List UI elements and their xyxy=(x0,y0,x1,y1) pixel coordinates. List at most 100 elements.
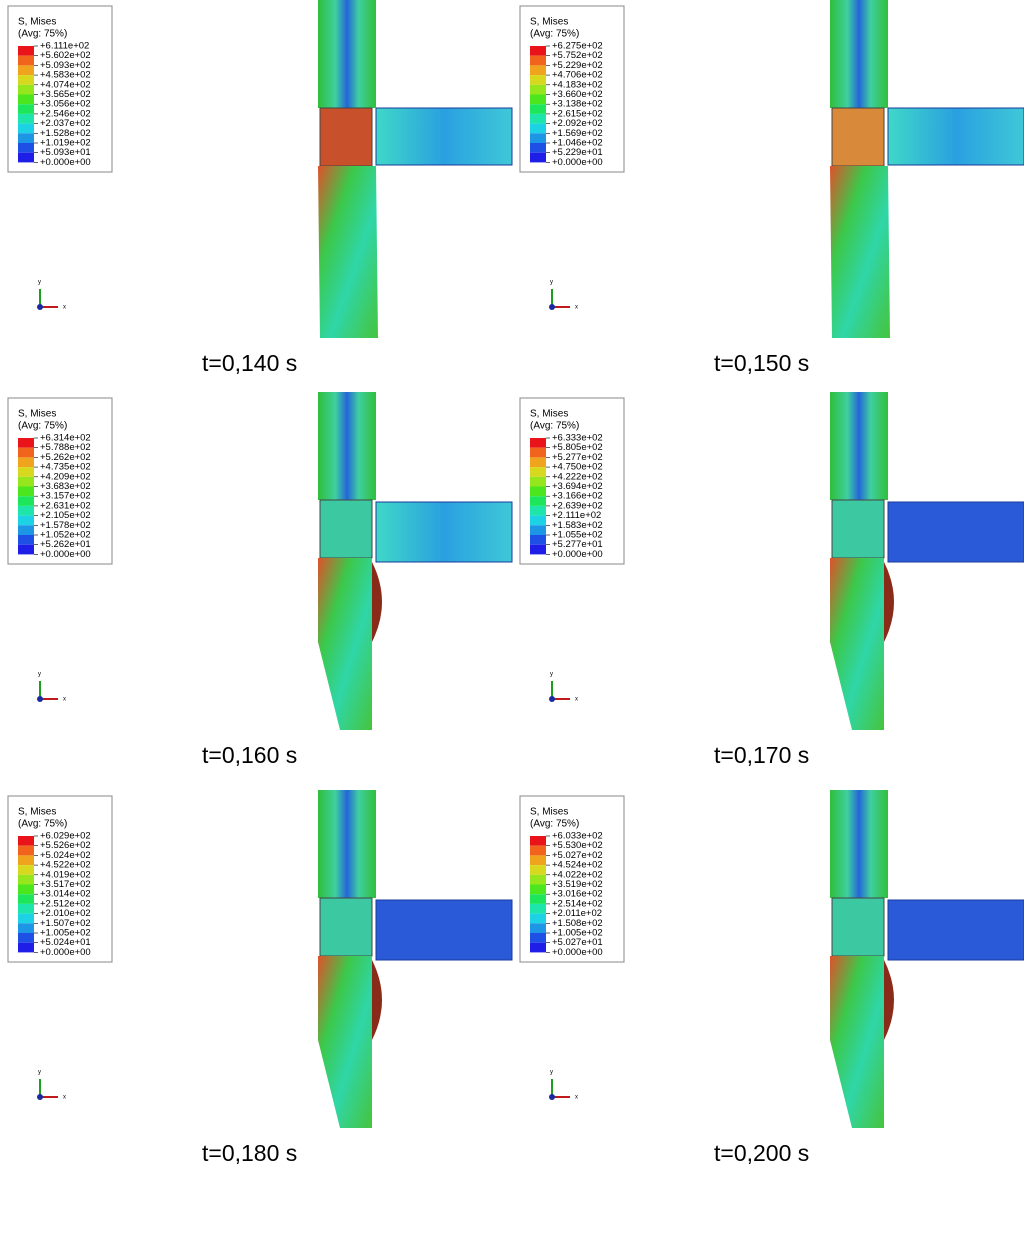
legend-band xyxy=(530,884,546,895)
legend-label: +2.092e+02 xyxy=(552,118,603,129)
column-lower xyxy=(318,956,372,1128)
legend-label: +4.222e+02 xyxy=(552,471,603,482)
panel: S, Mises(Avg: 75%)+6.314e+02+5.788e+02+5… xyxy=(7,392,513,768)
legend-band xyxy=(18,65,34,76)
origin xyxy=(549,696,555,702)
legend-label: +4.706e+02 xyxy=(552,70,603,81)
column-upper xyxy=(318,790,376,898)
legend: S, Mises(Avg: 75%)+6.314e+02+5.788e+02+5… xyxy=(7,397,113,565)
axis-label-x: x xyxy=(63,697,66,703)
column-upper xyxy=(318,392,376,500)
axis-label-x: x xyxy=(575,305,578,311)
legend-label: +2.105e+02 xyxy=(40,510,91,521)
time-label: t=0,140 s xyxy=(202,350,297,376)
legend-title: S, Mises xyxy=(530,807,568,818)
legend-label: +2.111e+02 xyxy=(552,510,601,521)
origin xyxy=(549,304,555,310)
structure xyxy=(830,392,1024,730)
legend-label: +2.639e+02 xyxy=(552,500,603,511)
legend-label: +4.524e+02 xyxy=(552,860,603,871)
legend-band xyxy=(530,104,546,114)
legend-label: +1.583e+02 xyxy=(552,520,603,531)
legend-band xyxy=(18,515,34,526)
legend-label: +4.583e+02 xyxy=(40,70,91,81)
legend-band xyxy=(530,123,546,134)
legend-band xyxy=(530,535,546,545)
axis-label-x: x xyxy=(575,697,578,703)
origin xyxy=(37,1094,43,1100)
axis-label-x: x xyxy=(63,305,66,311)
legend-band xyxy=(530,525,546,535)
legend-band xyxy=(530,942,546,953)
legend-band xyxy=(18,104,34,114)
legend-band xyxy=(530,55,546,66)
structure xyxy=(318,790,513,1128)
legend: S, Mises(Avg: 75%)+6.029e+02+5.526e+02+5… xyxy=(7,795,113,963)
legend-label: +5.752e+02 xyxy=(552,50,603,61)
legend-band xyxy=(530,476,546,487)
legend-label: +3.519e+02 xyxy=(552,879,603,890)
legend-label: +3.166e+02 xyxy=(552,491,603,502)
axis-triad: yx xyxy=(549,1070,578,1101)
beam xyxy=(375,107,513,166)
legend-label: +5.277e+02 xyxy=(552,452,603,463)
beam xyxy=(887,899,1024,961)
buckle xyxy=(884,562,894,642)
legend-label: +0.000e+00 xyxy=(552,947,603,958)
legend-label: +2.512e+02 xyxy=(40,898,91,909)
legend-band xyxy=(18,476,34,487)
legend-title: S, Mises xyxy=(18,17,56,28)
legend-band xyxy=(18,84,34,95)
legend-label: +5.027e+02 xyxy=(552,850,603,861)
legend-label: +6.314e+02 xyxy=(40,433,91,444)
axis-label-y: y xyxy=(550,280,553,286)
axis-triad: yx xyxy=(549,672,578,703)
legend-band xyxy=(18,903,34,914)
column-lower xyxy=(830,558,884,730)
legend-band xyxy=(18,486,34,497)
legend-label: +2.514e+02 xyxy=(552,898,603,909)
legend-band xyxy=(18,123,34,134)
legend-band xyxy=(530,113,546,124)
legend: S, Mises(Avg: 75%)+6.033e+02+5.530e+02+5… xyxy=(519,795,625,963)
legend-band xyxy=(530,447,546,458)
axis-triad: yx xyxy=(37,672,66,703)
legend-band xyxy=(530,836,546,846)
axis-triad: yx xyxy=(549,280,578,311)
legend-band xyxy=(530,94,546,105)
legend-band xyxy=(530,874,546,885)
legend-subtitle: (Avg: 75%) xyxy=(530,819,579,830)
legend-title: S, Mises xyxy=(530,17,568,28)
axis-label-x: x xyxy=(63,1095,66,1101)
beam xyxy=(375,899,513,961)
legend-label: +1.046e+02 xyxy=(552,138,603,149)
legend-band xyxy=(18,496,34,506)
structure xyxy=(318,0,513,338)
legend-band xyxy=(530,865,546,875)
legend-band xyxy=(18,544,34,555)
column-upper xyxy=(830,790,888,898)
legend-label: +5.262e+01 xyxy=(40,539,91,550)
legend-band xyxy=(530,496,546,506)
legend-band xyxy=(18,855,34,866)
legend-band xyxy=(530,152,546,163)
column-lower xyxy=(830,166,890,338)
legend-subtitle: (Avg: 75%) xyxy=(18,819,67,830)
panel: S, Mises(Avg: 75%)+6.111e+02+5.602e+02+5… xyxy=(7,0,513,376)
legend-label: +2.011e+02 xyxy=(552,908,602,919)
legend-band xyxy=(530,903,546,914)
legend-label: +6.333e+02 xyxy=(552,433,603,444)
legend-label: +0.000e+00 xyxy=(40,157,91,168)
legend-band xyxy=(18,75,34,85)
origin xyxy=(549,1094,555,1100)
legend-band xyxy=(18,535,34,545)
legend: S, Mises(Avg: 75%)+6.111e+02+5.602e+02+5… xyxy=(7,5,113,173)
legend-band xyxy=(530,845,546,856)
legend-label: +0.000e+00 xyxy=(40,549,91,560)
legend-band xyxy=(18,933,34,943)
legend-label: +0.000e+00 xyxy=(552,157,603,168)
legend-label: +4.074e+02 xyxy=(40,79,91,90)
legend-label: +1.528e+02 xyxy=(40,128,91,139)
legend-label: +3.660e+02 xyxy=(552,89,603,100)
